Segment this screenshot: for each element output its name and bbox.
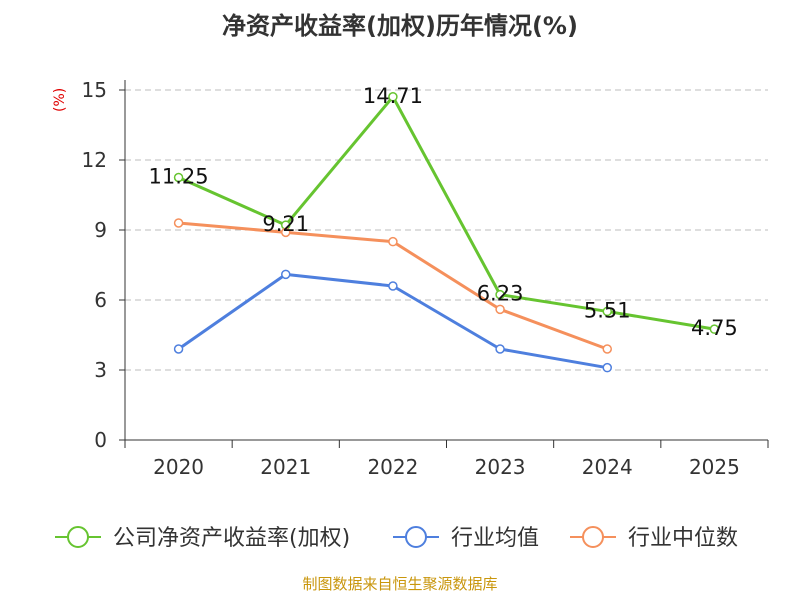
- legend-label-1: 公司净资产收益率(加权): [113, 526, 350, 551]
- series-2-point: [495, 344, 505, 354]
- chart-title: 净资产收益率(加权)历年情况(%): [222, 12, 578, 40]
- series-3-point: [602, 344, 612, 354]
- y-tick-label: 9: [94, 218, 107, 242]
- series-2-point: [173, 344, 184, 354]
- x-tick-label: 2024: [582, 455, 633, 479]
- x-tick-label: 2023: [475, 455, 526, 479]
- data-source-note: 制图数据来自恒生聚源数据库: [302, 575, 498, 593]
- series-line-1: [177, 95, 715, 331]
- data-label: 6.23: [477, 282, 524, 306]
- data-label: 11.25: [149, 165, 209, 189]
- series-1-point: [602, 306, 612, 317]
- series-1-point: [495, 289, 505, 300]
- series-3-point: [388, 236, 398, 247]
- legend-marker-1: [67, 526, 89, 548]
- series-1-point: [388, 92, 398, 102]
- data-label: 9.21: [262, 212, 309, 236]
- x-tick-label: 2025: [689, 455, 740, 479]
- series-1-point: [709, 324, 720, 334]
- series-2-point: [602, 362, 612, 373]
- legend-marker-2: [405, 526, 427, 548]
- y-tick-label: 12: [82, 148, 107, 172]
- y-tick-label: 6: [94, 288, 107, 312]
- data-label: 14.71: [363, 84, 423, 108]
- legend-label-2: 行业均值: [451, 526, 539, 551]
- x-tick-label: 2020: [153, 455, 204, 479]
- legend-label-3: 行业中位数: [628, 526, 738, 551]
- series-3-point: [281, 227, 291, 238]
- y-tick-label: 3: [94, 358, 107, 382]
- data-label: 5.51: [584, 298, 631, 322]
- series-3-point: [173, 218, 184, 228]
- series-2-point: [281, 269, 291, 280]
- legend-marker-3: [582, 526, 604, 548]
- series-3-point: [495, 304, 505, 315]
- x-tick-label: 2022: [367, 455, 418, 479]
- series-2-point: [388, 281, 398, 291]
- data-label: 4.75: [691, 316, 738, 340]
- x-tick-label: 2021: [260, 455, 311, 479]
- series-1-point: [173, 172, 184, 183]
- y-tick-label: 15: [82, 78, 107, 102]
- y-tick-label: 0: [94, 428, 107, 452]
